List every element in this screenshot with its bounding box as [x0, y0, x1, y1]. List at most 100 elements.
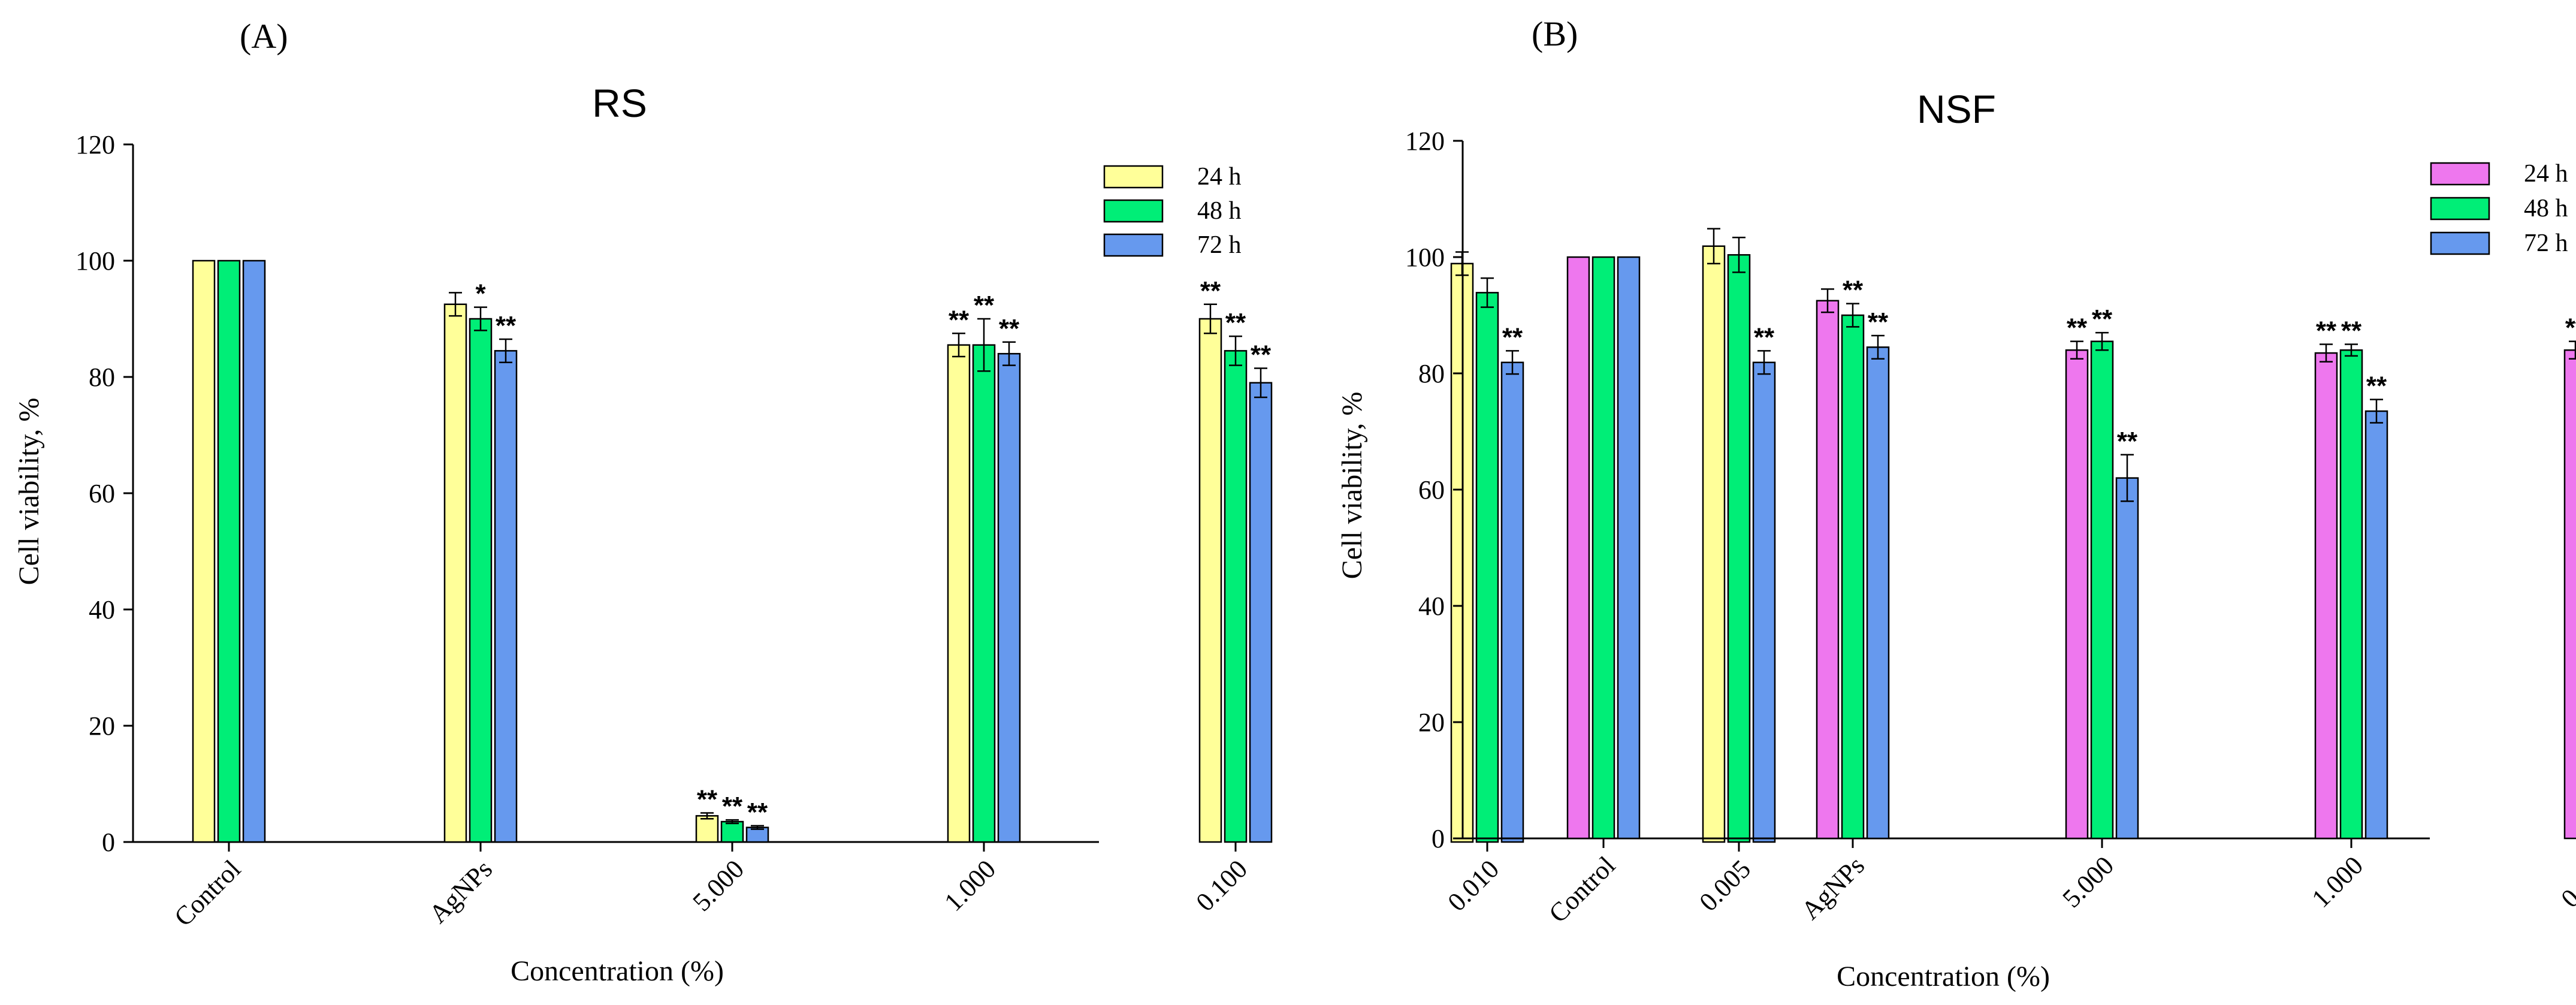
- legend-label: 48 h: [2524, 195, 2568, 222]
- x-tick-label: Control: [1543, 850, 1621, 928]
- significance-marker: **: [1843, 276, 1864, 305]
- legend-swatch: [1103, 233, 1164, 257]
- bar: [1224, 350, 1248, 843]
- bar: [1866, 346, 1890, 840]
- bar: [242, 259, 266, 843]
- x-tick-label: Control: [168, 854, 246, 932]
- legend-label: 48 h: [1197, 197, 1242, 225]
- x-tick-label: 0.005: [1693, 854, 1756, 917]
- x-tick-label: 5.000: [2056, 850, 2119, 913]
- y-tick-label: 0: [1432, 824, 1445, 853]
- x-tick-label: 0.100: [2555, 850, 2576, 913]
- significance-marker: **: [2366, 372, 2387, 401]
- significance-marker: *: [475, 279, 486, 309]
- significance-marker: **: [722, 792, 743, 821]
- chart-title: RS: [592, 81, 647, 125]
- significance-marker: **: [1754, 322, 1775, 352]
- bar: [1727, 254, 1751, 843]
- panel-a: (A) RS Concentration (%) Cell viability,…: [13, 17, 1776, 987]
- significance-marker: **: [2341, 316, 2362, 346]
- y-tick-label: 0: [102, 828, 115, 857]
- x-tick-label: 1.000: [2306, 850, 2369, 913]
- significance-marker: **: [747, 798, 768, 827]
- x-tick-label: AgNPs: [424, 854, 499, 929]
- significance-marker: **: [1225, 308, 1246, 337]
- legend-swatch: [2430, 162, 2490, 186]
- bar: [2314, 352, 2338, 840]
- significance-marker: **: [2117, 427, 2138, 456]
- y-tick-label: 120: [1405, 126, 1445, 156]
- bar: [217, 259, 241, 843]
- legend-swatch: [1103, 165, 1164, 189]
- bar: [2339, 349, 2363, 840]
- legend-swatch: [2430, 231, 2490, 255]
- legend-label: 24 h: [1197, 163, 1242, 191]
- bar: [947, 344, 971, 843]
- x-tick-label: 0.100: [1190, 854, 1253, 917]
- y-tick-label: 40: [1418, 591, 1445, 621]
- bar: [1198, 318, 1222, 843]
- legend-label: 72 h: [1197, 231, 1242, 259]
- x-tick-label: AgNPs: [1796, 850, 1871, 925]
- bar: [192, 259, 216, 843]
- bar: [443, 303, 467, 843]
- bar: [1566, 256, 1590, 840]
- legend-swatch: [1103, 199, 1164, 223]
- bar: [695, 815, 719, 843]
- legend-swatch: [2430, 197, 2490, 221]
- x-axis-label: Concentration (%): [1837, 961, 2050, 992]
- y-tick-label: 20: [89, 711, 115, 741]
- bar: [2364, 410, 2388, 840]
- bar: [1591, 256, 1615, 840]
- significance-marker: **: [1502, 322, 1523, 352]
- x-axis-label: Concentration (%): [511, 955, 724, 987]
- legend: 24 h 48 h 72 h: [2430, 160, 2568, 257]
- y-tick-label: 40: [89, 595, 115, 624]
- bar: [469, 318, 493, 843]
- y-tick-label: 120: [76, 130, 115, 159]
- bar: [1500, 361, 1524, 843]
- x-tick-label: 0.010: [1442, 854, 1505, 917]
- panel-letter: (B): [1532, 14, 1578, 53]
- x-tick-label: 1.000: [938, 854, 1001, 917]
- significance-marker: **: [1200, 276, 1221, 306]
- bar: [720, 820, 744, 843]
- y-tick-label: 80: [89, 363, 115, 392]
- bar: [1249, 382, 1273, 843]
- y-axis-label: Cell viability, %: [1336, 392, 1368, 580]
- bar: [1752, 361, 1776, 843]
- y-axis-label: Cell viability, %: [13, 398, 45, 586]
- bar: [1841, 314, 1865, 840]
- significance-marker: **: [697, 785, 718, 814]
- bar: [1475, 292, 1499, 843]
- bar: [972, 344, 996, 843]
- significance-marker: **: [949, 305, 970, 334]
- bar: [2115, 477, 2139, 840]
- significance-marker: **: [2067, 313, 2088, 343]
- legend-label: 24 h: [2524, 160, 2568, 188]
- significance-marker: **: [2565, 313, 2576, 343]
- y-tick-label: 60: [1418, 475, 1445, 505]
- bar: [2065, 349, 2089, 840]
- bar: [2563, 349, 2576, 840]
- bar: [1702, 245, 1726, 843]
- x-tick-label: 5.000: [687, 854, 750, 917]
- bar: [997, 352, 1021, 843]
- significance-marker: **: [999, 314, 1020, 343]
- bar: [2090, 340, 2114, 840]
- significance-marker: **: [974, 291, 995, 320]
- legend: 24 h 48 h 72 h: [1103, 163, 1242, 259]
- y-tick-label: 80: [1418, 359, 1445, 388]
- bar: [1617, 256, 1641, 840]
- significance-marker: **: [1868, 307, 1889, 337]
- significance-marker: **: [1251, 340, 1272, 369]
- chart-title: NSF: [1917, 87, 1996, 131]
- significance-marker: **: [496, 311, 517, 340]
- y-tick-label: 20: [1418, 708, 1445, 737]
- panel-letter: (A): [240, 17, 288, 56]
- bar: [1816, 300, 1840, 840]
- y-tick-label: 60: [89, 479, 115, 508]
- y-tick-label: 100: [1405, 243, 1445, 272]
